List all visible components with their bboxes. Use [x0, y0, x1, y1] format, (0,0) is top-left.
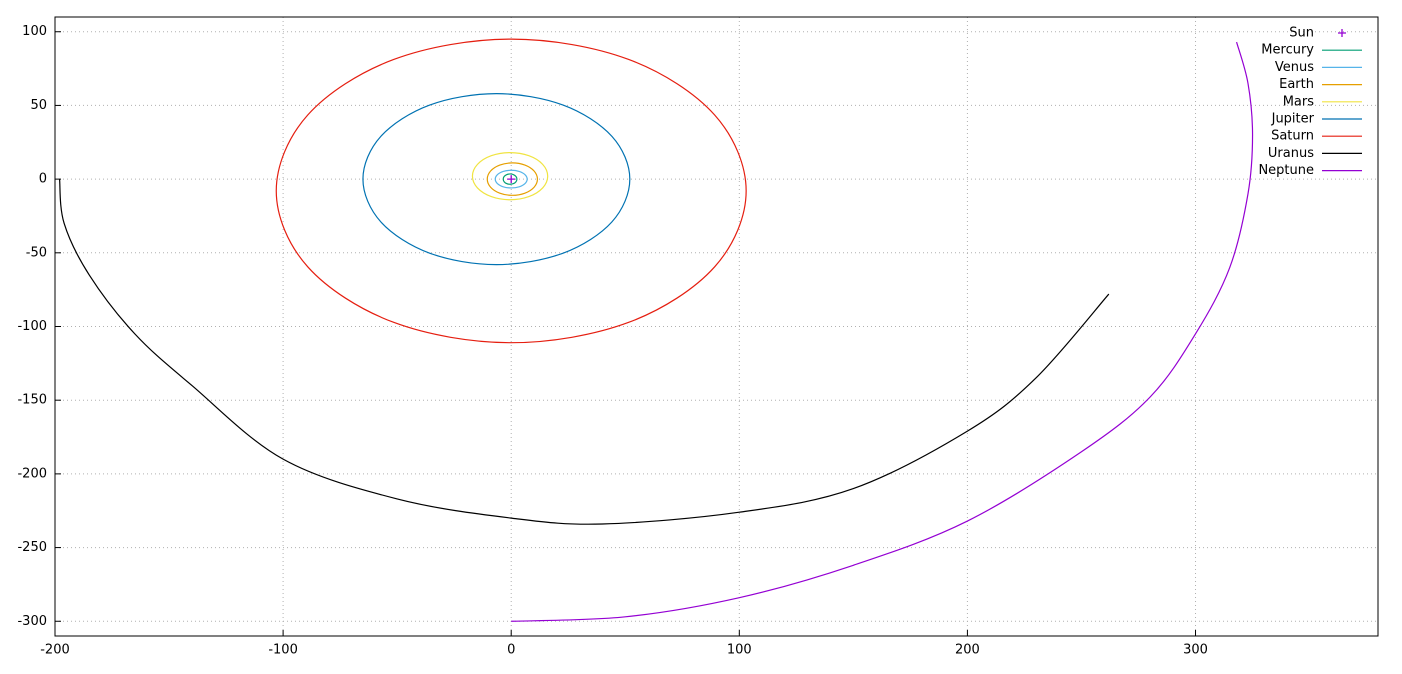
y-tick-label: -100	[17, 319, 47, 334]
point-marker	[507, 175, 516, 184]
legend-label: Neptune	[1258, 163, 1314, 178]
y-tick-label: -50	[26, 245, 47, 260]
legend-label: Venus	[1275, 60, 1314, 75]
x-tick-label: 0	[507, 643, 515, 658]
orbit-line	[362, 93, 631, 266]
y-tick-label: 0	[39, 172, 47, 187]
y-tick-label: -150	[17, 393, 47, 408]
x-tick-label: 200	[955, 643, 980, 658]
y-tick-label: 100	[22, 24, 47, 39]
orbit-line	[511, 41, 1254, 622]
y-tick-label: -300	[17, 614, 47, 629]
orbit-line	[275, 38, 747, 344]
orbit-line	[471, 151, 549, 201]
orbit-line	[486, 162, 539, 196]
y-tick-label: -200	[17, 466, 47, 481]
x-tick-label: 100	[727, 643, 752, 658]
y-tick-label: 50	[30, 98, 47, 113]
orbit-line	[58, 179, 1110, 525]
legend-label: Earth	[1279, 77, 1314, 92]
x-tick-label: -100	[268, 643, 298, 658]
legend-label: Jupiter	[1271, 112, 1315, 127]
legend-label: Saturn	[1271, 129, 1314, 144]
legend-label: Mercury	[1261, 43, 1314, 58]
x-tick-label: 300	[1183, 643, 1208, 658]
legend-label: Mars	[1283, 94, 1315, 109]
legend-marker	[1338, 29, 1346, 37]
x-tick-label: -200	[40, 643, 70, 658]
legend-label: Uranus	[1268, 146, 1314, 161]
legend-label: Sun	[1289, 26, 1314, 41]
y-tick-label: -250	[17, 540, 47, 555]
plot-border	[54, 16, 1379, 637]
orbit-line	[502, 173, 518, 185]
orbit-line	[494, 169, 528, 189]
